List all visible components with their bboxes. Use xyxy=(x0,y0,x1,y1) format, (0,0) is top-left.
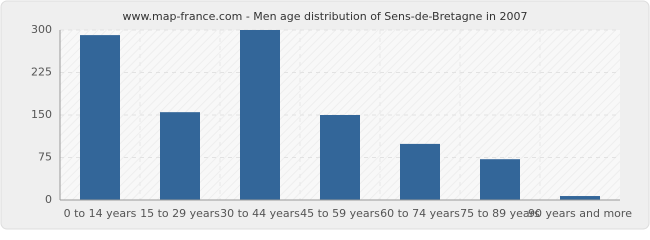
x-tick-label: 45 to 59 years xyxy=(300,207,380,220)
bar xyxy=(80,35,120,200)
x-tick-label: 60 to 74 years xyxy=(380,207,460,220)
bar xyxy=(400,143,440,200)
bar xyxy=(480,159,520,200)
y-tick-label: 225 xyxy=(31,66,52,79)
x-tick-label: 90 years and more xyxy=(528,207,632,220)
y-tick-label: 150 xyxy=(31,108,52,121)
y-tick-label: 300 xyxy=(31,23,52,36)
chart: www.map-france.com - Men age distributio… xyxy=(0,0,650,230)
x-tick-label: 15 to 29 years xyxy=(140,207,220,220)
bar xyxy=(160,112,200,200)
x-tick-label: 0 to 14 years xyxy=(64,207,137,220)
chart-title: www.map-france.com - Men age distributio… xyxy=(123,10,528,23)
y-tick-label: 75 xyxy=(38,151,52,164)
x-tick-label: 30 to 44 years xyxy=(220,207,300,220)
bar xyxy=(560,196,600,200)
y-tick-label: 0 xyxy=(45,193,52,206)
bar xyxy=(320,115,360,200)
bar xyxy=(240,30,280,200)
x-tick-label: 75 to 89 years xyxy=(460,207,540,220)
